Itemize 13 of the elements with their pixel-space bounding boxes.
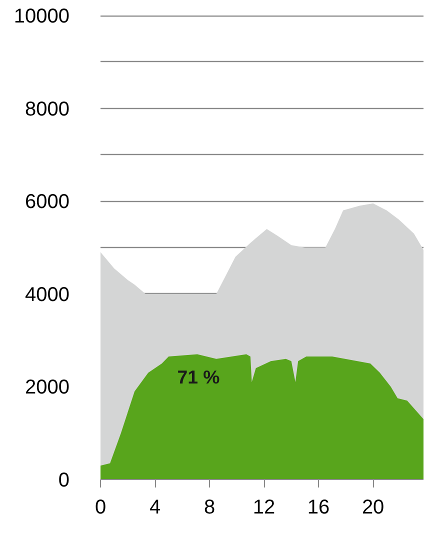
y-tick-label: 0 xyxy=(58,470,70,492)
x-tick-label: 4 xyxy=(149,496,161,518)
y-tick-label: 8000 xyxy=(25,98,70,120)
x-tick-label: 8 xyxy=(204,496,216,518)
x-tick-label: 0 xyxy=(94,496,106,518)
y-tick-label: 4000 xyxy=(25,284,70,306)
x-tick-label: 16 xyxy=(307,496,330,518)
annotation: 71 % xyxy=(177,366,220,388)
y-tick-label: 10000 xyxy=(14,6,70,28)
x-tick-label: 12 xyxy=(252,496,276,518)
x-tick-label: 20 xyxy=(362,496,384,518)
y-tick-label: 2000 xyxy=(25,376,70,399)
y-tick-label: 6000 xyxy=(25,191,70,214)
